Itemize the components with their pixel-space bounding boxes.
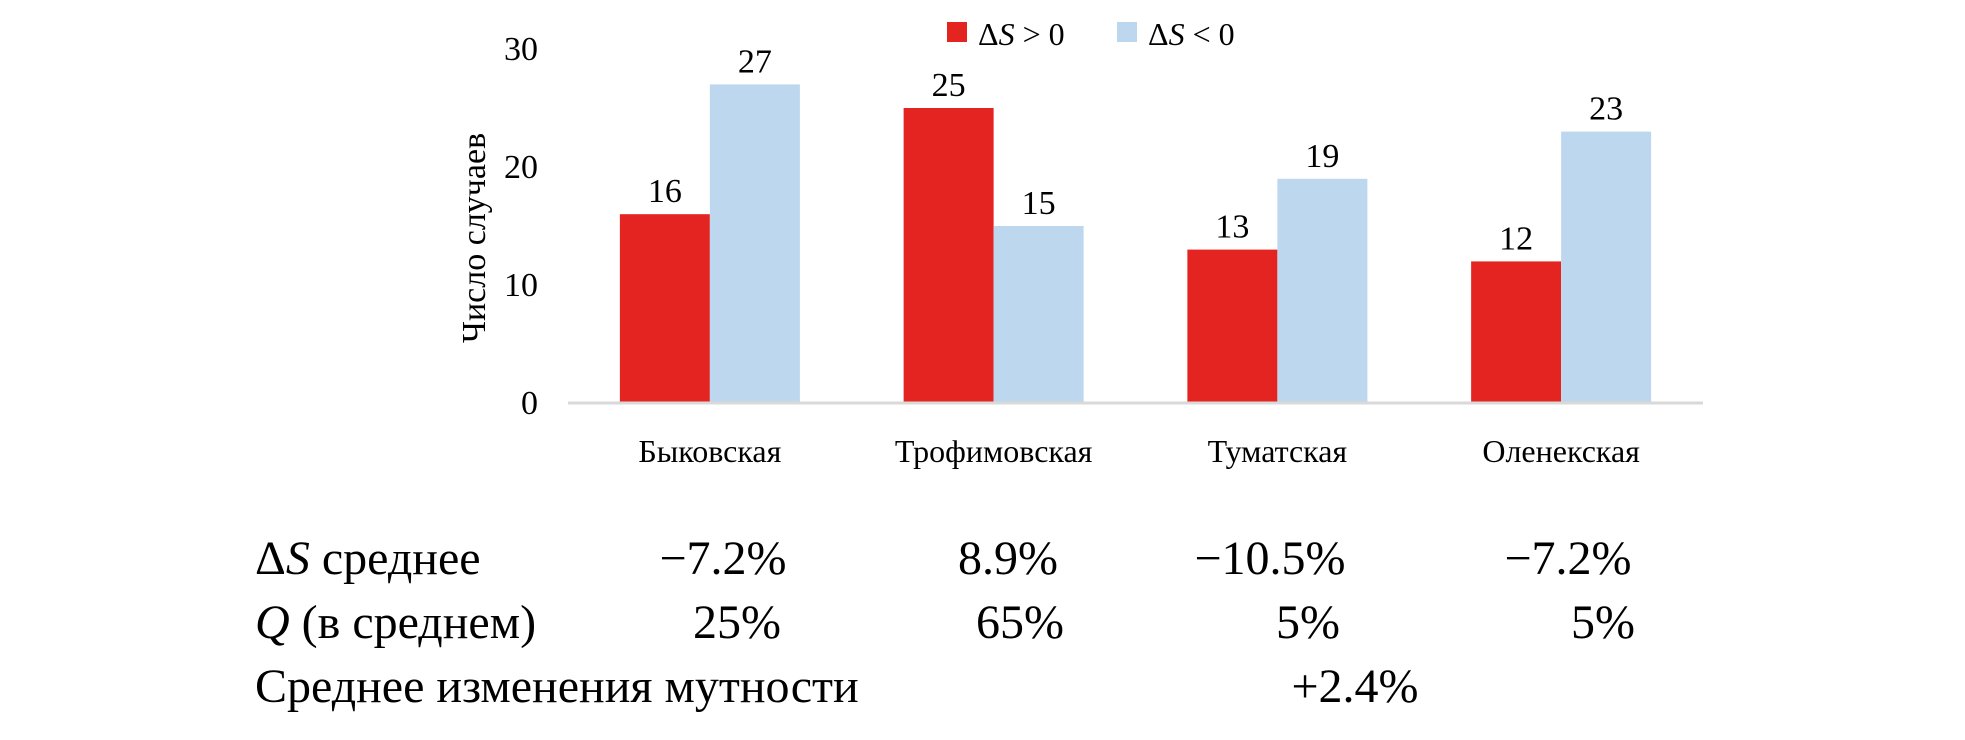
data-label: 27 [738, 43, 772, 80]
category-label: Оленекская [1482, 433, 1640, 469]
data-label: 23 [1589, 91, 1623, 128]
legend: ΔS > 0 ΔS < 0 [947, 16, 1235, 52]
stats-value: +2.4% [1291, 660, 1419, 713]
bar [993, 226, 1084, 403]
data-label: 25 [932, 67, 966, 104]
y-tick-label: 20 [504, 149, 538, 186]
bar [1187, 249, 1278, 403]
category-labels: Быковская Трофимовская Туматская Оленекская [638, 433, 1640, 469]
stats-value: −7.2% [659, 532, 787, 585]
legend-swatch-positive [947, 22, 967, 42]
y-tick-label: 30 [504, 31, 538, 68]
stats-value: 25% [693, 596, 781, 649]
data-label: 13 [1215, 209, 1249, 246]
stats-value: 8.9% [958, 532, 1058, 585]
stats-value: 5% [1571, 596, 1635, 649]
data-label: 16 [648, 173, 682, 210]
legend-label-positive: ΔS > 0 [978, 16, 1065, 52]
category-label: Туматская [1208, 433, 1348, 469]
legend-swatch-negative [1117, 22, 1137, 42]
data-label: 12 [1499, 220, 1533, 257]
stats-row-turbidity: Среднее изменения мутности +2.4% [0, 656, 1965, 718]
legend-label-negative: ΔS < 0 [1148, 16, 1235, 52]
stats-row-mean-ds: ΔS среднее −7.2% 8.9% −10.5% −7.2% [0, 528, 1965, 590]
grouped-bar-chart: 0 10 20 30 Число случаев 16 27 25 15 13 19 12 23 Б… [456, 16, 1703, 469]
bar [903, 108, 994, 403]
stats-value: 5% [1276, 596, 1340, 649]
y-tick-label: 0 [521, 385, 538, 422]
stats-value: −7.2% [1504, 532, 1632, 585]
data-label: 15 [1022, 185, 1056, 222]
stats-label-mean-q: Q (в среднем) [255, 596, 537, 649]
y-axis-ticks: 0 10 20 30 [504, 31, 538, 422]
y-axis-label: Число случаев [456, 133, 493, 343]
bar [1471, 261, 1562, 403]
stats-value: −10.5% [1194, 532, 1346, 585]
stats-row-mean-q: Q (в среднем) 25% 65% 5% 5% [0, 592, 1965, 654]
category-label: Трофимовская [895, 433, 1093, 469]
category-label: Быковская [638, 433, 781, 469]
stats-label-mean-ds: ΔS среднее [255, 532, 481, 585]
bar [709, 84, 800, 404]
stats-label-turbidity: Среднее изменения мутности [255, 660, 859, 713]
data-label: 19 [1305, 138, 1339, 175]
y-tick-label: 10 [504, 267, 538, 304]
bar [1561, 131, 1652, 403]
bars-group: 16 27 25 15 13 19 12 23 [619, 43, 1652, 404]
stats-value: 65% [976, 596, 1064, 649]
bar [619, 214, 710, 403]
bar [1277, 178, 1368, 403]
